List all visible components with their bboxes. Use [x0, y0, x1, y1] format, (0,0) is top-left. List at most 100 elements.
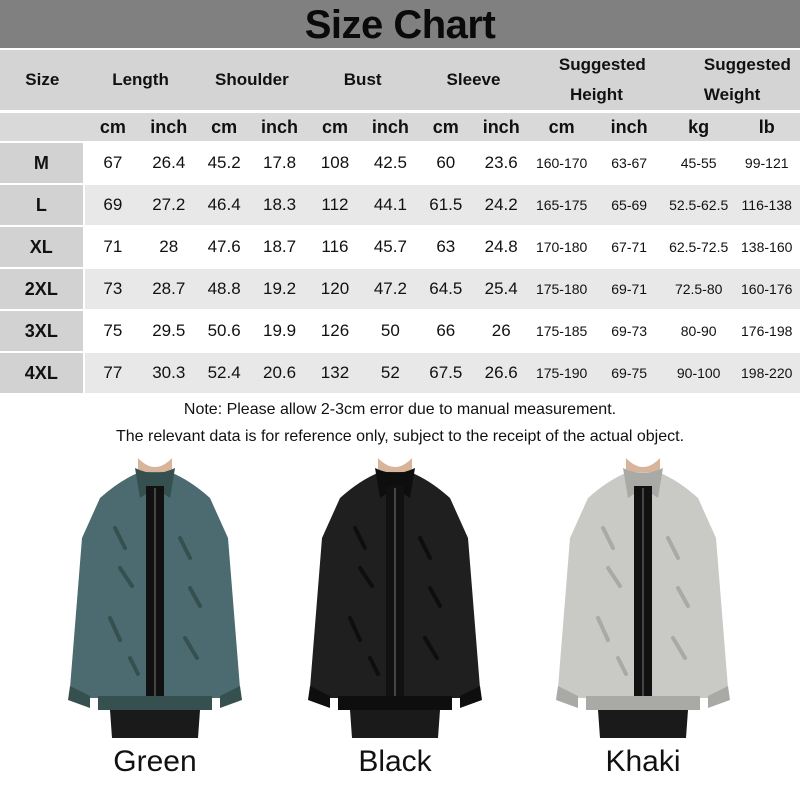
- value-cell: 69-71: [594, 267, 664, 309]
- header-suggested-height: Suggested Height: [528, 50, 664, 110]
- header-size: Size: [0, 50, 85, 110]
- value-cell: 67: [84, 141, 142, 183]
- table-row: 4XL 77 30.3 52.4 20.6 132 52 67.5 26.6 175-190 69-…: [0, 351, 800, 393]
- unit-label: cm: [307, 110, 363, 141]
- value-cell: 73: [84, 267, 142, 309]
- value-cell: 48.8: [196, 267, 252, 309]
- value-cell: 69-75: [594, 351, 664, 393]
- value-cell: 45.2: [196, 141, 252, 183]
- value-cell: 80-90: [663, 309, 734, 351]
- unit-label: inch: [251, 110, 308, 141]
- value-cell: 18.3: [251, 183, 308, 225]
- value-cell: 67-71: [594, 225, 664, 267]
- value-cell: 138-160: [733, 225, 800, 267]
- unit-label: lb: [733, 110, 800, 141]
- units-row: cm inch cm inch cm inch cm inch cm inch kg lb: [0, 110, 800, 141]
- value-cell: 46.4: [196, 183, 252, 225]
- value-cell: 126: [307, 309, 363, 351]
- unit-label: inch: [594, 110, 664, 141]
- value-cell: 60: [418, 141, 474, 183]
- value-cell: 116-138: [733, 183, 800, 225]
- unit-label: cm: [418, 110, 474, 141]
- value-cell: 19.2: [251, 267, 308, 309]
- value-cell: 69: [84, 183, 142, 225]
- value-cell: 160-176: [733, 267, 800, 309]
- value-cell: 52.4: [196, 351, 252, 393]
- value-cell: 69-73: [594, 309, 664, 351]
- value-cell: 26.4: [141, 141, 197, 183]
- size-cell: 2XL: [0, 267, 85, 309]
- value-cell: 20.6: [251, 351, 308, 393]
- header-bust: Bust: [307, 50, 419, 110]
- color-label-black: Black: [358, 745, 432, 778]
- value-cell: 42.5: [362, 141, 419, 183]
- value-cell: 175-180: [528, 267, 595, 309]
- value-cell: 30.3: [141, 351, 197, 393]
- value-cell: 47.6: [196, 225, 252, 267]
- units-blank: [0, 110, 85, 141]
- value-cell: 132: [307, 351, 363, 393]
- note-measurement: Note: Please allow 2-3cm error due to ma…: [183, 401, 617, 418]
- value-cell: 63-67: [594, 141, 664, 183]
- value-cell: 52: [362, 351, 419, 393]
- unit-label: inch: [362, 110, 419, 141]
- value-cell: 175-185: [528, 309, 595, 351]
- value-cell: 44.1: [362, 183, 419, 225]
- value-cell: 24.8: [473, 225, 529, 267]
- value-cell: 112: [307, 183, 363, 225]
- value-cell: 198-220: [733, 351, 800, 393]
- value-cell: 28: [141, 225, 197, 267]
- value-cell: 26.6: [473, 351, 529, 393]
- value-cell: 71: [84, 225, 142, 267]
- unit-label: inch: [141, 110, 197, 141]
- table-row: M 67 26.4 45.2 17.8 108 42.5 60 23.6 160-170 63-67…: [0, 141, 800, 183]
- page-title: Size Chart: [304, 3, 496, 47]
- value-cell: 160-170: [528, 141, 595, 183]
- header-sleeve: Sleeve: [418, 50, 529, 110]
- value-cell: 120: [307, 267, 363, 309]
- value-cell: 116: [307, 225, 363, 267]
- value-cell: 27.2: [141, 183, 197, 225]
- header-suggested-weight: Suggested Weight: [663, 50, 800, 110]
- value-cell: 24.2: [473, 183, 529, 225]
- value-cell: 90-100: [663, 351, 734, 393]
- value-cell: 72.5-80: [663, 267, 734, 309]
- value-cell: 77: [84, 351, 142, 393]
- value-cell: 67.5: [418, 351, 474, 393]
- value-cell: 17.8: [251, 141, 308, 183]
- value-cell: 64.5: [418, 267, 474, 309]
- value-cell: 62.5-72.5: [663, 225, 734, 267]
- value-cell: 66: [418, 309, 474, 351]
- jacket-khaki-image: [548, 458, 738, 738]
- value-cell: 50: [362, 309, 419, 351]
- value-cell: 28.7: [141, 267, 197, 309]
- table-row: 3XL 75 29.5 50.6 19.9 126 50 66 26 175-185 69-73 80…: [0, 309, 800, 351]
- color-label-green: Green: [113, 745, 197, 778]
- value-cell: 65-69: [594, 183, 664, 225]
- jacket-green-image: [60, 458, 250, 738]
- value-cell: 170-180: [528, 225, 595, 267]
- header-shoulder: Shoulder: [196, 50, 308, 110]
- value-cell: 19.9: [251, 309, 308, 351]
- size-table: Size Length Shoulder Bust Sleeve Suggest…: [0, 50, 800, 393]
- header-row: Size Length Shoulder Bust Sleeve Suggest…: [0, 50, 800, 110]
- value-cell: 175-190: [528, 351, 595, 393]
- value-cell: 50.6: [196, 309, 252, 351]
- size-cell: XL: [0, 225, 85, 267]
- value-cell: 63: [418, 225, 474, 267]
- jacket-black-image: [300, 458, 490, 738]
- size-cell: M: [0, 141, 85, 183]
- unit-label: cm: [84, 110, 142, 141]
- value-cell: 25.4: [473, 267, 529, 309]
- table-row: XL 71 28 47.6 18.7 116 45.7 63 24.8 170-180 67-71 6…: [0, 225, 800, 267]
- unit-label: kg: [663, 110, 734, 141]
- unit-label: cm: [196, 110, 252, 141]
- value-cell: 47.2: [362, 267, 419, 309]
- value-cell: 23.6: [473, 141, 529, 183]
- title-bar: Size Chart: [0, 0, 800, 48]
- value-cell: 45.7: [362, 225, 419, 267]
- value-cell: 108: [307, 141, 363, 183]
- value-cell: 176-198: [733, 309, 800, 351]
- value-cell: 99-121: [733, 141, 800, 183]
- table-row: 2XL 73 28.7 48.8 19.2 120 47.2 64.5 25.4 175-180 6…: [0, 267, 800, 309]
